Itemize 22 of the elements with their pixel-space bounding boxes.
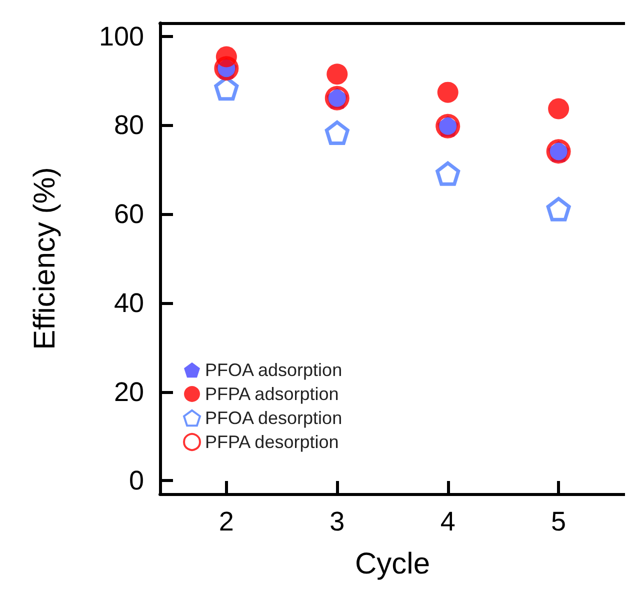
y-tick-label: 80 (114, 110, 144, 140)
legend-label: PFPA desorption (205, 432, 339, 452)
y-tick-label: 40 (114, 288, 144, 318)
legend-label: PFOA desorption (205, 408, 342, 428)
y-tick-label: 20 (114, 376, 144, 407)
legend-label: PFPA adsorption (205, 384, 339, 404)
x-tick-label: 5 (551, 506, 566, 536)
x-tick-label: 2 (218, 506, 234, 536)
point (324, 120, 350, 145)
x-axis-title: Cycle (354, 548, 430, 580)
y-tick-label: 100 (98, 21, 144, 52)
y-tick-label: 0 (128, 466, 144, 496)
point (437, 82, 458, 103)
x-tick-label: 4 (440, 506, 456, 536)
point (326, 64, 348, 85)
legend-label: PFOA adsorption (205, 360, 342, 380)
point (436, 161, 460, 186)
y-tick-label: 60 (114, 199, 144, 230)
y-axis-title: Efficiency (%) (28, 167, 62, 350)
point (548, 98, 570, 120)
x-tick-label: 3 (330, 506, 345, 536)
point (546, 196, 571, 222)
